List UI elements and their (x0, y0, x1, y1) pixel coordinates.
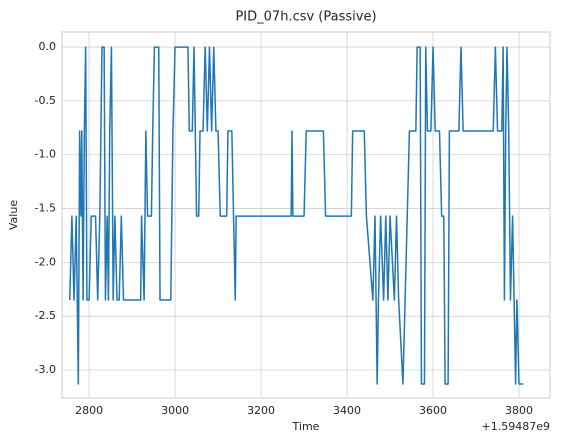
y-tick-label: -1.0 (35, 148, 56, 161)
y-tick-label: -2.5 (35, 309, 56, 322)
y-tick-label: 0.0 (39, 40, 57, 53)
data-line (68, 46, 524, 385)
chart-title: PID_07h.csv (Passive) (235, 10, 376, 25)
x-tick-label: 3200 (247, 404, 275, 417)
y-tick-label: -2.0 (35, 255, 56, 268)
y-tick-label: -0.5 (35, 94, 56, 107)
y-axis-label: Value (7, 200, 20, 230)
plot-frame (61, 31, 551, 399)
x-tick-label: 3800 (505, 404, 533, 417)
y-tick-label: -3.0 (35, 363, 56, 376)
x-tick-label: 3400 (333, 404, 361, 417)
x-tick-label: 3000 (161, 404, 189, 417)
x-tick-label: 2800 (75, 404, 103, 417)
x-axis-label: Time (292, 420, 320, 433)
x-offset-label: +1.59487e9 (482, 420, 550, 433)
y-tick-label: -1.5 (35, 202, 56, 215)
x-tick-label: 3600 (419, 404, 447, 417)
